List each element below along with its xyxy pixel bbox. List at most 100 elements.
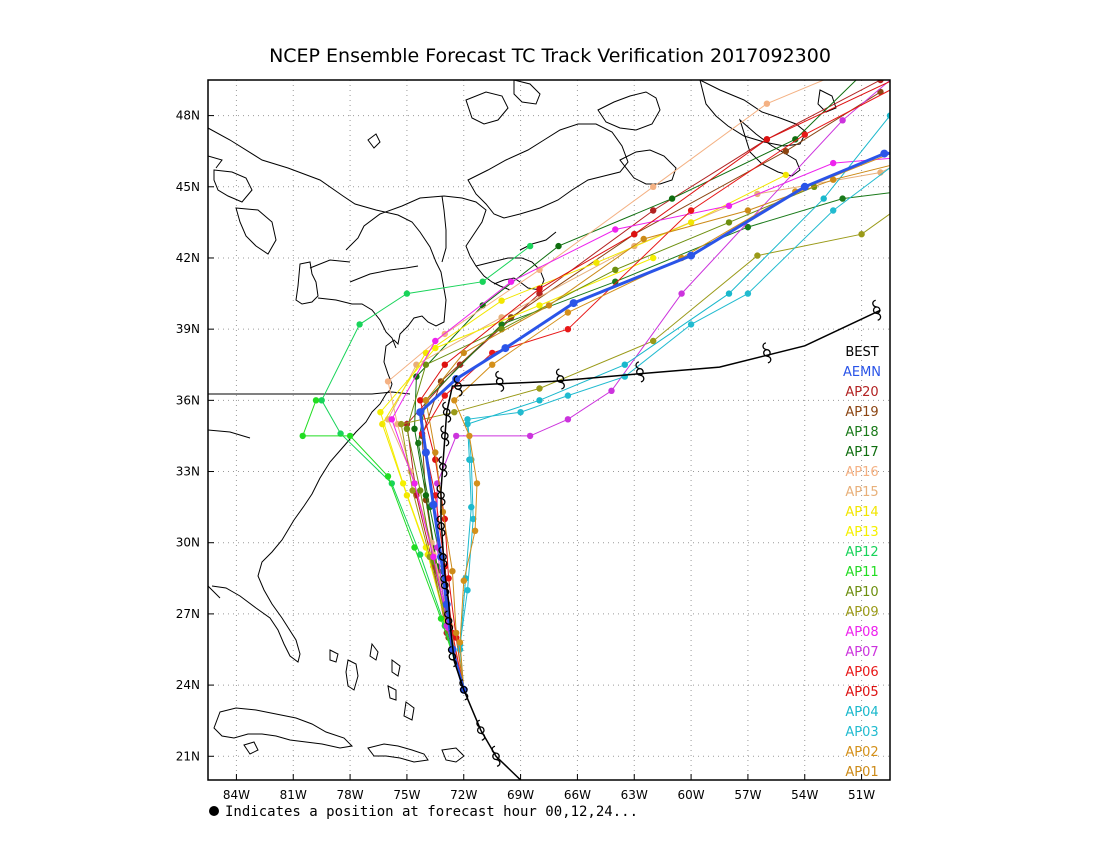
legend-entry: AP16 <box>845 465 878 480</box>
legend-entry: AP13 <box>845 525 878 540</box>
track-position-point <box>403 425 411 432</box>
track-position-point <box>384 473 392 480</box>
track-position-point <box>498 314 505 321</box>
legend-entry: AP08 <box>845 625 878 640</box>
y-tick-label: 30N <box>176 536 200 550</box>
track-position-point <box>631 231 638 238</box>
track-position-point <box>312 397 320 404</box>
track-position-point <box>744 223 752 231</box>
track-position-point <box>441 515 448 523</box>
track-position-point <box>953 124 959 130</box>
best-track-line <box>440 309 881 780</box>
track-position-point <box>536 385 543 392</box>
track-position-point <box>925 136 931 142</box>
track-position-point <box>430 553 437 561</box>
track-ap20 <box>403 80 884 693</box>
track-position-point <box>915 72 921 78</box>
track-position-point <box>650 207 657 214</box>
track-position-point <box>299 432 306 440</box>
track-position-point <box>687 251 696 260</box>
track-position-point <box>830 159 837 167</box>
hour-marker-icon <box>209 806 219 816</box>
track-position-point <box>782 148 789 155</box>
track-position-point <box>432 449 439 456</box>
track-line <box>387 80 825 690</box>
x-tick-label: 57W <box>734 788 761 802</box>
track-position-point <box>417 487 424 494</box>
track-position-point <box>564 326 572 333</box>
track-position-point <box>453 432 460 440</box>
hurricane-symbol-icon <box>447 645 457 668</box>
y-tick-label: 33N <box>176 465 200 479</box>
track-position-point <box>725 290 733 297</box>
footnote-text: Indicates a position at forecast hour 00… <box>225 804 638 820</box>
track-position-point <box>377 409 384 416</box>
hurricane-symbol-icon <box>440 425 450 447</box>
track-line <box>421 91 881 690</box>
track-position-point <box>456 639 464 646</box>
track-position-point <box>608 387 615 394</box>
track-position-point <box>411 425 418 432</box>
track-position-point <box>451 409 458 416</box>
x-tick-label: 51W <box>848 788 875 802</box>
track-position-point <box>464 587 471 594</box>
track-position-point <box>725 202 733 209</box>
track-position-point <box>403 290 411 297</box>
track-position-point <box>451 397 458 404</box>
legend-entry: AP11 <box>845 565 878 580</box>
track-position-point <box>650 183 657 190</box>
track-position-point <box>409 487 416 494</box>
track-line <box>453 153 890 690</box>
x-tick-label: 84W <box>223 788 250 802</box>
plot-frame <box>207 79 891 781</box>
track-position-point <box>432 456 439 463</box>
track-position-point <box>564 416 572 423</box>
track-line <box>387 167 890 690</box>
track-position-point <box>744 290 752 297</box>
track-ap08 <box>388 157 890 693</box>
legend-entry: AP02 <box>845 745 878 760</box>
track-position-point <box>432 337 439 345</box>
legend: BEST AEMN AP20 AP19 AP18 AP17 AP16 AP15 AP14 AP13… <box>843 345 881 780</box>
chart-title: NCEP Ensemble Forecast TC Track Verifica… <box>269 45 831 67</box>
track-position-point <box>460 577 467 584</box>
track-ap12 <box>318 242 534 693</box>
track-position-point <box>489 361 496 368</box>
track-position-point <box>422 397 430 404</box>
track-position-point <box>763 100 771 107</box>
track-position-point <box>564 392 572 399</box>
track-position-point <box>915 53 921 59</box>
track-position-point <box>536 285 543 292</box>
track-position-point <box>536 302 543 309</box>
hurricane-symbol-icon <box>872 299 882 321</box>
track-position-point <box>687 207 695 214</box>
track-position-point <box>421 448 430 457</box>
track-position-point <box>415 439 422 447</box>
legend-entry: AP09 <box>845 605 878 620</box>
hurricane-symbol-icon <box>762 342 772 364</box>
coastlines-and-borders <box>208 80 837 763</box>
hurricane-symbol-icon <box>635 361 645 383</box>
track-ap01 <box>422 164 890 693</box>
y-tick-label: 21N <box>176 749 200 763</box>
track-ap13 <box>377 254 657 693</box>
legend-entry: AP04 <box>845 705 878 720</box>
track-position-point <box>441 361 448 368</box>
legend-entry: AEMN <box>843 365 881 380</box>
x-tick-label: 60W <box>678 788 705 802</box>
track-position-point <box>972 124 978 130</box>
y-tick-label: 36N <box>176 393 200 407</box>
track-position-point <box>441 392 448 399</box>
track-line <box>379 257 654 690</box>
track-position-point <box>612 278 619 285</box>
hurricane-symbol-icon <box>436 515 446 537</box>
track-position-point <box>501 344 510 353</box>
track-position-point <box>650 254 657 262</box>
x-tick-label: 72W <box>450 788 477 802</box>
track-position-point <box>388 416 395 423</box>
track-position-point <box>445 575 452 582</box>
hurricane-symbol-icon <box>459 679 469 701</box>
hurricane-symbol-icon <box>555 368 565 390</box>
legend-entry: AP20 <box>845 385 878 400</box>
track-position-point <box>915 65 921 71</box>
